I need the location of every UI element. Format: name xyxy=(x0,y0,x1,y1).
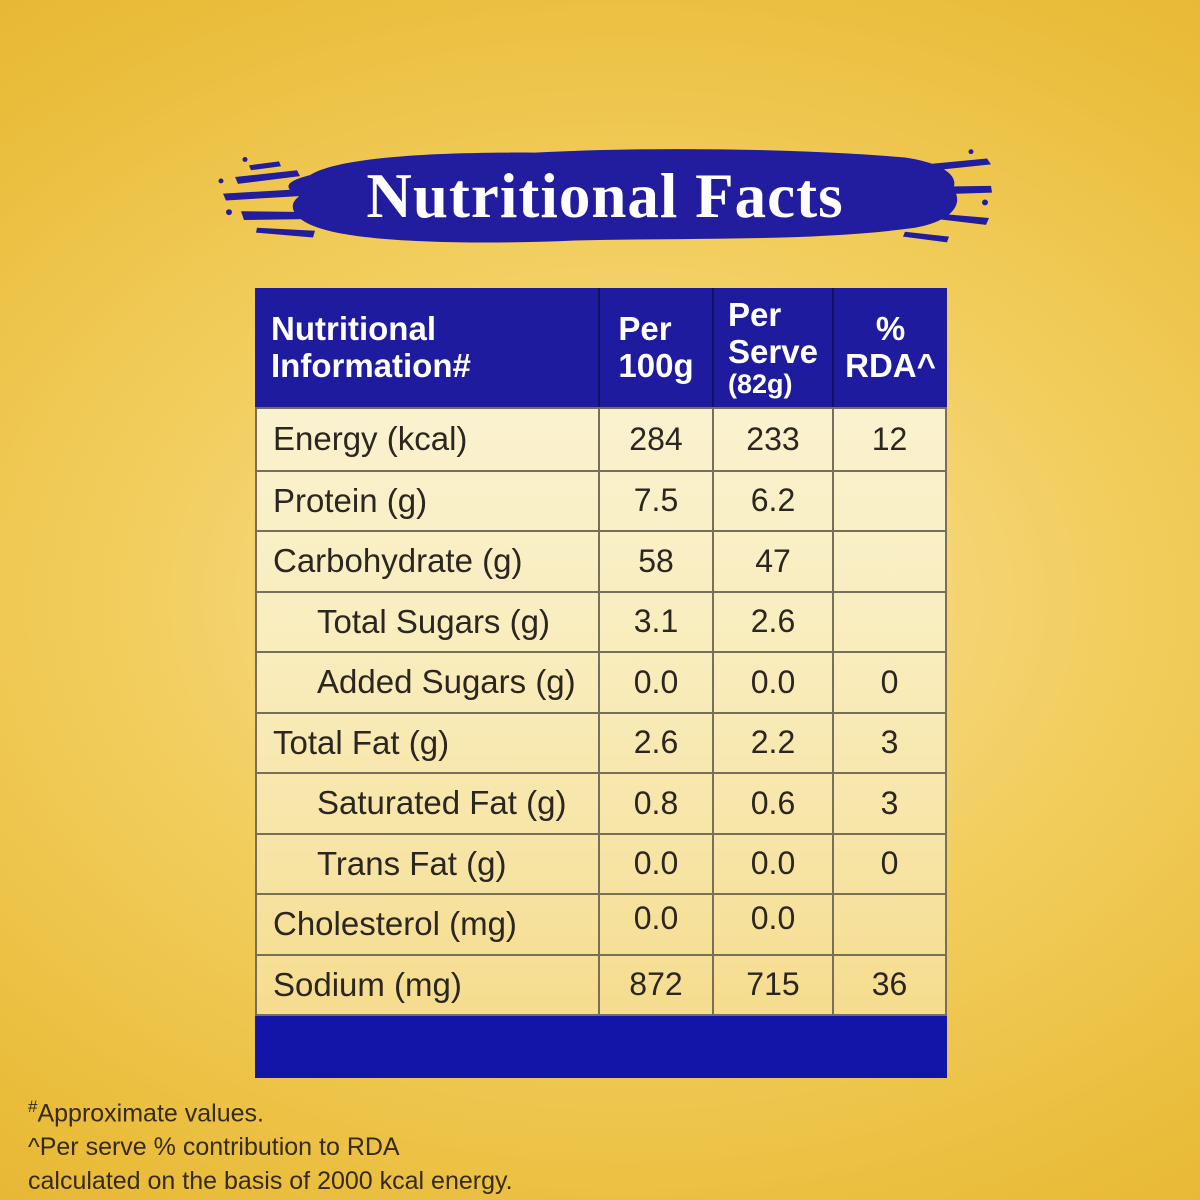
table-footer-bar xyxy=(255,1016,947,1078)
row-per-100g-value: 0.8 xyxy=(598,774,712,833)
table-body: Energy (kcal) 284 233 12 Protein (g) 7.5… xyxy=(255,407,947,1016)
row-rda-value: 36 xyxy=(832,955,945,1014)
row-per-serve-value: 0.6 xyxy=(712,774,832,833)
header-line: % xyxy=(875,309,906,347)
brush-stroke-graphic xyxy=(218,149,992,243)
row-per-serve-value: 6.2 xyxy=(712,471,832,530)
table-row: Trans Fat (g) 0.0 0.0 0 xyxy=(257,832,945,893)
row-per-100g-value: 0.0 xyxy=(598,895,712,954)
row-per-100g-value: 7.5 xyxy=(598,471,712,530)
header-per-100g: Per 100g xyxy=(598,288,712,407)
row-rda-value xyxy=(832,592,945,651)
row-label: Cholesterol (mg) xyxy=(273,905,517,943)
row-per-serve-value: 715 xyxy=(712,955,832,1014)
table-row: Total Sugars (g) 3.1 2.6 xyxy=(257,590,945,651)
header-line: Per xyxy=(618,309,672,347)
row-rda-value: 0 xyxy=(832,834,945,893)
row-per-100g-value: 0.0 xyxy=(598,834,712,893)
row-rda-value: 0 xyxy=(832,653,945,712)
footnote-energy-basis: calculated on the basis of 2000 kcal ene… xyxy=(28,1167,513,1196)
row-label: Total Sugars (g) xyxy=(317,602,550,640)
header-line: 100g xyxy=(618,346,694,384)
row-rda-value: 12 xyxy=(832,409,945,470)
row-rda-value xyxy=(832,471,945,530)
footnotes: #Approximate values. ^Per serve % contri… xyxy=(28,1090,513,1198)
header-rda: % RDA^ xyxy=(832,288,947,407)
row-per-serve-value: 233 xyxy=(712,409,832,470)
row-label: Saturated Fat (g) xyxy=(317,784,567,822)
row-per-100g-value: 0.0 xyxy=(598,653,712,712)
row-per-100g-value: 2.6 xyxy=(598,713,712,772)
header-per-serve: Per Serve (82g) xyxy=(712,288,832,407)
banner-title: Nutritional Facts xyxy=(366,160,844,231)
footnote-rda-contribution: ^Per serve % contribution to RDA xyxy=(28,1133,400,1162)
row-rda-value: 3 xyxy=(832,713,945,772)
table-row: Total Fat (g) 2.6 2.2 3 xyxy=(257,711,945,772)
footnote-approximate-values: #Approximate values. xyxy=(28,1090,513,1130)
table-row: Cholesterol (mg) 0.0 0.0 xyxy=(257,893,945,954)
table-row: Sodium (mg) 872 715 36 xyxy=(257,953,945,1014)
header-nutritional-information: Nutritional Information# xyxy=(271,309,471,384)
row-label: Energy (kcal) xyxy=(273,420,468,458)
row-label: Total Fat (g) xyxy=(273,723,450,761)
row-rda-value: 3 xyxy=(832,774,945,833)
table-header-row: Nutritional Information# Per 100g Per Se… xyxy=(255,288,947,407)
row-per-serve-value: 2.2 xyxy=(712,713,832,772)
row-label: Trans Fat (g) xyxy=(317,844,507,882)
row-per-serve-value: 2.6 xyxy=(712,592,832,651)
table-row: Protein (g) 7.5 6.2 xyxy=(257,469,945,530)
row-per-serve-value: 0.0 xyxy=(712,653,832,712)
header-line: Per xyxy=(728,296,782,334)
row-rda-value xyxy=(832,895,945,954)
row-label: Added Sugars (g) xyxy=(317,663,576,701)
table-row: Saturated Fat (g) 0.8 0.6 3 xyxy=(257,772,945,833)
header-line: RDA^ xyxy=(845,346,936,384)
row-per-serve-value: 0.0 xyxy=(712,834,832,893)
row-per-100g-value: 58 xyxy=(598,532,712,591)
row-per-serve-value: 47 xyxy=(712,532,832,591)
nutrition-table: Nutritional Information# Per 100g Per Se… xyxy=(255,288,947,1078)
header-line: Serve xyxy=(728,333,818,370)
table-row: Energy (kcal) 284 233 12 xyxy=(257,409,945,470)
banner: Nutritional Facts xyxy=(215,138,995,260)
table-row: Added Sugars (g) 0.0 0.0 0 xyxy=(257,651,945,712)
row-per-100g-value: 872 xyxy=(598,955,712,1014)
row-per-100g-value: 3.1 xyxy=(598,592,712,651)
row-label: Protein (g) xyxy=(273,481,428,519)
row-rda-value xyxy=(832,532,945,591)
row-label: Sodium (mg) xyxy=(273,965,462,1003)
row-per-serve-value: 0.0 xyxy=(712,895,832,954)
table-row: Carbohydrate (g) 58 47 xyxy=(257,530,945,591)
footnote-hash-marker: # xyxy=(28,1097,38,1116)
row-label: Carbohydrate (g) xyxy=(273,542,523,580)
header-serve-size: (82g) xyxy=(728,368,793,399)
row-per-100g-value: 284 xyxy=(598,409,712,470)
footnote-text: Approximate values. xyxy=(37,1099,264,1128)
